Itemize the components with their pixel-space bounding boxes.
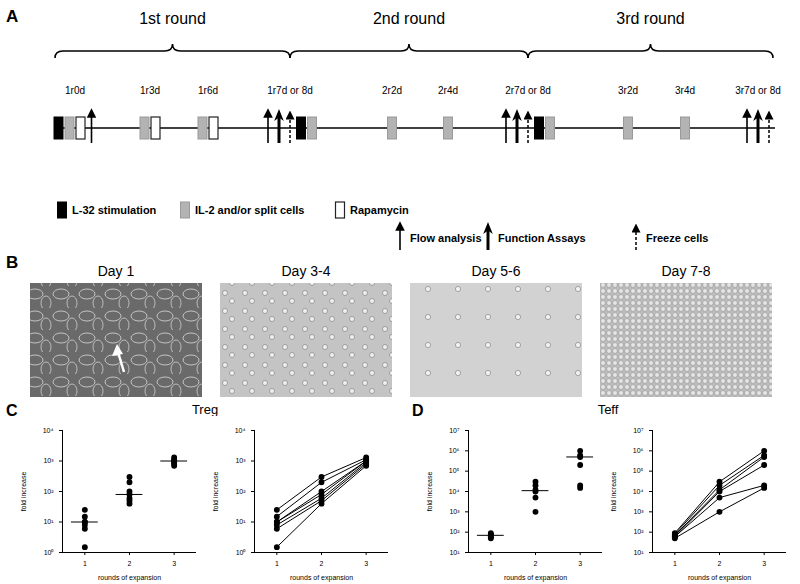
svg-text:10²: 10² xyxy=(235,488,246,495)
svg-text:10³: 10³ xyxy=(43,457,54,464)
html-text:D: D xyxy=(412,402,424,419)
svg-text:2: 2 xyxy=(534,560,538,567)
svg-text:2r4d: 2r4d xyxy=(438,85,458,96)
svg-text:10³: 10³ xyxy=(633,508,644,515)
svg-text:10⁴: 10⁴ xyxy=(449,488,460,495)
svg-text:3: 3 xyxy=(364,560,368,567)
svg-text:1r3d: 1r3d xyxy=(140,85,160,96)
svg-text:fold increase: fold increase xyxy=(20,472,27,512)
svg-text:3r2d: 3r2d xyxy=(618,85,638,96)
svg-text:A: A xyxy=(6,7,18,26)
svg-text:10⁴: 10⁴ xyxy=(235,427,246,434)
svg-text:Rapamycin: Rapamycin xyxy=(350,204,409,216)
svg-text:10²: 10² xyxy=(449,528,460,535)
svg-text:10¹: 10¹ xyxy=(449,549,460,556)
svg-text:3: 3 xyxy=(172,560,176,567)
svg-text:Day 5-6: Day 5-6 xyxy=(471,263,520,279)
svg-text:fold increase: fold increase xyxy=(426,472,433,512)
svg-text:10³: 10³ xyxy=(449,508,460,515)
svg-text:Day 1: Day 1 xyxy=(98,263,135,279)
svg-text:10³: 10³ xyxy=(235,457,246,464)
svg-text:rounds of expansion: rounds of expansion xyxy=(504,574,567,582)
svg-text:10¹: 10¹ xyxy=(235,518,246,525)
svg-text:10⁷: 10⁷ xyxy=(633,427,644,434)
svg-text:Day 7-8: Day 7-8 xyxy=(661,263,710,279)
svg-text:1: 1 xyxy=(275,560,279,567)
svg-text:1: 1 xyxy=(489,560,493,567)
svg-text:1r7d or 8d: 1r7d or 8d xyxy=(267,85,313,96)
svg-text:10⁴: 10⁴ xyxy=(43,427,54,434)
svg-text:10⁴: 10⁴ xyxy=(633,488,644,495)
svg-text:10⁰: 10⁰ xyxy=(44,549,55,556)
svg-text:1: 1 xyxy=(83,560,87,567)
svg-text:10²: 10² xyxy=(43,488,54,495)
svg-text:3: 3 xyxy=(578,560,582,567)
svg-text:3: 3 xyxy=(762,560,766,567)
svg-text:10⁵: 10⁵ xyxy=(633,467,644,474)
svg-text:fold increase: fold increase xyxy=(212,472,219,512)
svg-text:10⁵: 10⁵ xyxy=(449,467,460,474)
html-text:Treg: Treg xyxy=(191,402,219,417)
svg-text:3r4d: 3r4d xyxy=(675,85,695,96)
svg-text:Freeze cells: Freeze cells xyxy=(646,232,708,244)
svg-text:fold increase: fold increase xyxy=(610,472,617,512)
svg-text:1: 1 xyxy=(673,560,677,567)
svg-text:2: 2 xyxy=(320,560,324,567)
svg-text:2r2d: 2r2d xyxy=(382,85,402,96)
svg-text:1r0d: 1r0d xyxy=(65,85,85,96)
html-text:Teff: Teff xyxy=(597,402,619,417)
svg-text:2: 2 xyxy=(128,560,132,567)
svg-text:1st round: 1st round xyxy=(139,10,206,27)
html-text:C: C xyxy=(6,402,18,419)
svg-text:IL-2 and/or split cells: IL-2 and/or split cells xyxy=(195,204,304,216)
svg-text:10⁶: 10⁶ xyxy=(449,447,460,454)
svg-text:rounds of expansion: rounds of expansion xyxy=(290,574,353,582)
svg-text:10⁰: 10⁰ xyxy=(236,549,247,556)
svg-text:10⁷: 10⁷ xyxy=(449,427,460,434)
svg-text:3rd round: 3rd round xyxy=(616,10,685,27)
svg-text:L-32 stimulation: L-32 stimulation xyxy=(72,204,157,216)
svg-text:3r7d or 8d: 3r7d or 8d xyxy=(735,85,781,96)
svg-text:2: 2 xyxy=(718,560,722,567)
svg-text:Day 3-4: Day 3-4 xyxy=(281,263,330,279)
svg-text:Flow analysis: Flow analysis xyxy=(410,232,482,244)
svg-text:10¹: 10¹ xyxy=(43,518,54,525)
svg-text:10¹: 10¹ xyxy=(633,549,644,556)
svg-text:Function Assays: Function Assays xyxy=(498,232,586,244)
svg-text:rounds of expansion: rounds of expansion xyxy=(98,574,161,582)
svg-text:2r7d or 8d: 2r7d or 8d xyxy=(505,85,551,96)
svg-text:1r6d: 1r6d xyxy=(198,85,218,96)
svg-text:10²: 10² xyxy=(633,528,644,535)
svg-text:B: B xyxy=(6,253,18,272)
svg-text:rounds of expansion: rounds of expansion xyxy=(688,574,751,582)
svg-text:2nd round: 2nd round xyxy=(373,10,445,27)
svg-text:10⁶: 10⁶ xyxy=(633,447,644,454)
